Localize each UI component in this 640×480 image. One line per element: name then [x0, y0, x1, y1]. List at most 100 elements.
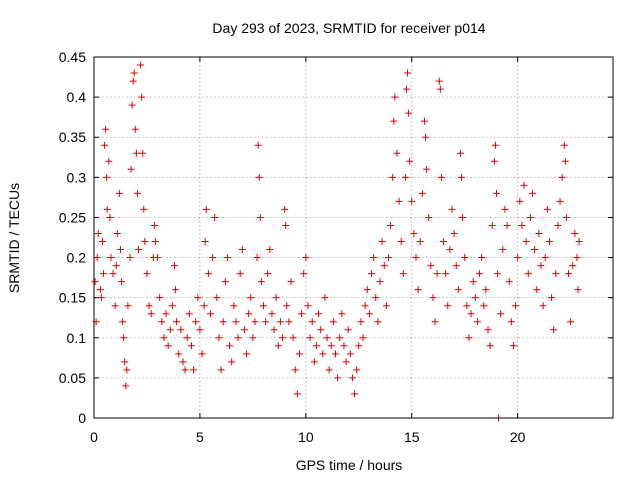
data-point: [512, 302, 520, 310]
data-point: [257, 278, 265, 286]
data-point: [105, 157, 113, 165]
data-point: [548, 294, 556, 302]
data-point: [162, 310, 170, 318]
data-point: [151, 238, 159, 246]
data-point: [524, 270, 532, 278]
data-point: [469, 278, 477, 286]
data-point: [143, 270, 151, 278]
data-point: [209, 254, 217, 262]
data-point: [476, 270, 484, 278]
data-point: [342, 358, 350, 366]
data-point: [91, 278, 99, 286]
data-point: [323, 334, 331, 342]
data-point: [321, 294, 329, 302]
data-point: [170, 262, 178, 270]
data-point: [405, 109, 413, 117]
data-points: [91, 61, 583, 422]
data-point: [304, 302, 312, 310]
data-point: [93, 254, 101, 262]
data-point: [213, 294, 221, 302]
data-point: [140, 205, 148, 213]
data-point: [537, 262, 545, 270]
data-point: [96, 286, 104, 294]
data-point: [190, 366, 198, 374]
data-point: [414, 286, 422, 294]
data-point: [98, 238, 106, 246]
data-point: [129, 77, 137, 85]
data-point: [325, 366, 333, 374]
data-point: [529, 189, 537, 197]
data-point: [368, 270, 376, 278]
data-point: [264, 270, 272, 278]
data-point: [211, 213, 219, 221]
data-point: [526, 213, 534, 221]
data-point: [282, 221, 290, 229]
data-point: [550, 326, 558, 334]
data-point: [556, 197, 564, 205]
data-point: [416, 238, 424, 246]
data-point: [236, 270, 244, 278]
data-point: [518, 221, 526, 229]
data-point: [374, 318, 382, 326]
data-point: [437, 173, 445, 181]
data-point: [262, 318, 270, 326]
data-point: [259, 302, 267, 310]
y-tick-label: 0.05: [59, 370, 86, 386]
data-point: [154, 254, 162, 262]
data-point: [378, 238, 386, 246]
data-point: [308, 318, 316, 326]
x-tick-label: 5: [196, 429, 204, 445]
data-point: [124, 302, 132, 310]
data-point: [478, 254, 486, 262]
data-point: [492, 189, 500, 197]
data-point: [156, 294, 164, 302]
data-point: [406, 157, 414, 165]
plot-frame: [93, 56, 614, 419]
data-point: [253, 254, 261, 262]
data-point: [427, 262, 435, 270]
data-point: [103, 205, 111, 213]
data-point: [522, 238, 530, 246]
y-tick-label: 0.35: [59, 129, 86, 145]
data-point: [293, 390, 301, 398]
data-point: [552, 270, 560, 278]
data-point: [200, 302, 208, 310]
x-axis-label: GPS time / hours: [296, 457, 403, 473]
data-point: [456, 149, 464, 157]
data-point: [562, 213, 570, 221]
data-point: [410, 229, 418, 237]
data-point: [567, 318, 575, 326]
data-point: [514, 254, 522, 262]
data-point: [179, 358, 187, 366]
data-point: [497, 310, 505, 318]
data-point: [574, 286, 582, 294]
data-point: [387, 221, 395, 229]
data-point: [202, 205, 210, 213]
data-point: [391, 93, 399, 101]
data-point: [459, 213, 467, 221]
data-point: [450, 229, 458, 237]
data-point: [183, 334, 191, 342]
data-point: [545, 238, 553, 246]
data-point: [331, 350, 339, 358]
data-point: [365, 310, 373, 318]
data-point: [433, 270, 441, 278]
data-point: [133, 189, 141, 197]
data-point: [132, 149, 140, 157]
data-point: [131, 125, 139, 133]
data-point: [348, 374, 356, 382]
data-point: [145, 302, 153, 310]
x-axis-tick-labels: 0 5 10 15 20: [90, 429, 526, 445]
data-point: [329, 318, 337, 326]
data-point: [359, 334, 367, 342]
data-point: [166, 326, 174, 334]
data-point: [319, 350, 327, 358]
data-point: [94, 229, 102, 237]
data-point: [418, 189, 426, 197]
data-point: [436, 85, 444, 93]
data-point: [520, 181, 528, 189]
data-point: [404, 69, 412, 77]
data-point: [361, 302, 369, 310]
data-point: [471, 294, 479, 302]
